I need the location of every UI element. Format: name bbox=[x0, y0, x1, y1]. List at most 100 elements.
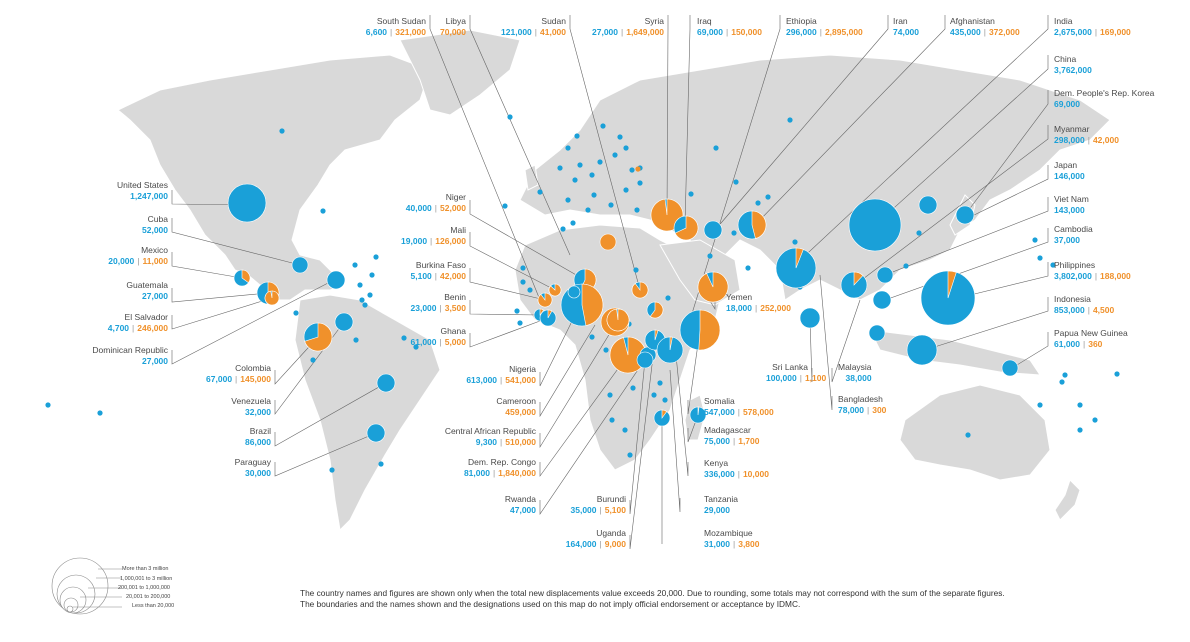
leader-line-madagascar bbox=[687, 414, 699, 443]
country-name: Tanzania bbox=[704, 494, 739, 504]
small-displacement-dot bbox=[565, 197, 571, 203]
country-label-libya: Libya 70,000 bbox=[438, 16, 466, 38]
small-displacement-dot bbox=[745, 265, 751, 271]
country-figures: 61,000 | 5,000 bbox=[411, 337, 467, 347]
country-label-madagascar: Madagascar 75,000 | 1,700 bbox=[704, 425, 760, 447]
country-label-uganda: Uganda 164,000 | 9,000 bbox=[564, 528, 626, 550]
country-name: Central African Republic bbox=[444, 426, 536, 436]
small-displacement-dot bbox=[617, 134, 623, 140]
conflict-figure: 20,000 bbox=[108, 256, 135, 266]
small-displacement-dot bbox=[572, 177, 578, 183]
country-name: Somalia bbox=[704, 396, 735, 406]
leader-line-libya bbox=[469, 15, 571, 256]
small-displacement-dot bbox=[1037, 255, 1043, 261]
country-label-cuba: Cuba 52,000 bbox=[110, 214, 168, 236]
displacement-pie bbox=[376, 373, 396, 393]
country-name: Brazil bbox=[249, 426, 271, 436]
conflict-figure: 100,000 bbox=[766, 373, 797, 383]
disaster-slice bbox=[947, 270, 957, 299]
conflict-slice bbox=[918, 195, 938, 215]
leader-line-japan bbox=[967, 165, 1049, 219]
country-label-paraguay: Paraguay 30,000 bbox=[226, 457, 271, 479]
figure-separator: | bbox=[500, 437, 503, 447]
displacement-pie bbox=[918, 195, 938, 215]
disaster-slice bbox=[751, 210, 767, 239]
country-figures: 6,600 | 321,000 bbox=[366, 27, 426, 37]
disaster-figure: 145,000 bbox=[240, 374, 271, 384]
disaster-slice bbox=[548, 283, 562, 297]
figure-separator: | bbox=[733, 539, 736, 549]
country-label-iraq: Iraq 69,000 | 150,000 bbox=[697, 16, 762, 38]
small-displacement-dot bbox=[574, 133, 580, 139]
leader-line-iran bbox=[714, 15, 889, 231]
leader-line-viet-nam bbox=[884, 197, 1049, 276]
country-label-tanzania: Tanzania 29,000 bbox=[704, 494, 738, 516]
leader-line-south-sudan bbox=[429, 15, 541, 301]
conflict-figure: 296,000 bbox=[786, 27, 817, 37]
conflict-figure: 143,000 bbox=[1054, 205, 1085, 215]
displacement-pie bbox=[539, 309, 557, 327]
disaster-figure: 541,000 bbox=[505, 375, 536, 385]
leader-line-cuba bbox=[171, 218, 301, 266]
country-name: Niger bbox=[445, 192, 466, 202]
disaster-slice bbox=[853, 271, 864, 286]
displacement-pie bbox=[737, 210, 767, 240]
country-label-syria: Syria 27,000 | 1,649,000 bbox=[592, 16, 664, 38]
country-name: Iran bbox=[893, 16, 908, 26]
leader-line-afghanistan bbox=[754, 15, 946, 226]
small-displacement-dot bbox=[765, 194, 771, 200]
disaster-figure: 4,500 bbox=[1092, 305, 1115, 315]
country-name: Venezuela bbox=[231, 396, 271, 406]
displacement-pie bbox=[872, 290, 892, 310]
conflict-figure: 2,675,000 bbox=[1054, 27, 1092, 37]
country-label-colombia: Colombia 67,000 | 145,000 bbox=[206, 363, 271, 385]
conflict-figure: 47,000 bbox=[510, 505, 536, 515]
leader-line-uganda bbox=[629, 339, 656, 550]
displacement-pie bbox=[366, 423, 386, 443]
conflict-slice bbox=[326, 270, 346, 290]
conflict-slice bbox=[872, 290, 892, 310]
legend-label-xs: Less than 20,000 bbox=[132, 603, 175, 609]
country-figures: 30,000 bbox=[245, 468, 271, 478]
country-figures: 40,000 | 52,000 bbox=[406, 203, 466, 213]
displacement-pie bbox=[906, 334, 938, 366]
country-name: Dem. Rep. Congo bbox=[467, 457, 536, 467]
leader-line-niger bbox=[469, 200, 586, 281]
leader-line-burundi bbox=[629, 359, 646, 515]
country-name: Rwanda bbox=[504, 494, 536, 504]
country-label-rwanda: Rwanda 47,000 bbox=[504, 494, 536, 516]
small-displacement-dot bbox=[1077, 402, 1083, 408]
disaster-figure: 1,700 bbox=[738, 436, 760, 446]
displacement-pie bbox=[609, 336, 647, 374]
country-figures: 298,000 | 42,000 bbox=[1054, 135, 1119, 145]
country-figures: 32,000 bbox=[245, 407, 271, 417]
country-label-png: Papua New Guinea 61,000 | 360 bbox=[1054, 328, 1128, 350]
figure-separator: | bbox=[439, 303, 442, 313]
figure-separator: | bbox=[434, 271, 437, 281]
conflict-slice bbox=[799, 307, 821, 329]
conflict-figure: 32,000 bbox=[245, 407, 271, 417]
disaster-slice bbox=[649, 301, 664, 319]
small-displacement-dot bbox=[627, 452, 633, 458]
small-displacement-dot bbox=[589, 334, 595, 340]
country-label-dprk: Dem. People's Rep. Korea 69,000 bbox=[1054, 88, 1154, 110]
conflict-slice bbox=[955, 205, 975, 225]
leader-line-dominican-republic bbox=[171, 281, 331, 365]
disaster-figure: 10,000 bbox=[742, 469, 769, 479]
disaster-slice bbox=[547, 309, 553, 319]
country-figures: 1,247,000 bbox=[130, 191, 168, 201]
figure-separator: | bbox=[599, 505, 602, 515]
south-america-land bbox=[294, 294, 441, 532]
country-label-united-states: United States 1,247,000 bbox=[110, 180, 168, 202]
displacement-pie bbox=[334, 312, 354, 332]
small-displacement-dot bbox=[329, 467, 335, 473]
country-label-cambodia: Cambodia 37,000 bbox=[1054, 224, 1093, 246]
small-displacement-dot bbox=[622, 427, 628, 433]
conflict-figure: 67,000 bbox=[206, 374, 233, 384]
leader-line-mali bbox=[469, 232, 556, 291]
country-label-viet-nam: Viet Nam 143,000 bbox=[1054, 194, 1089, 216]
size-legend bbox=[51, 557, 122, 615]
conflict-figure: 23,000 bbox=[410, 303, 437, 313]
country-figures: 31,000 | 3,800 bbox=[704, 539, 760, 549]
small-displacement-dot bbox=[359, 297, 365, 303]
